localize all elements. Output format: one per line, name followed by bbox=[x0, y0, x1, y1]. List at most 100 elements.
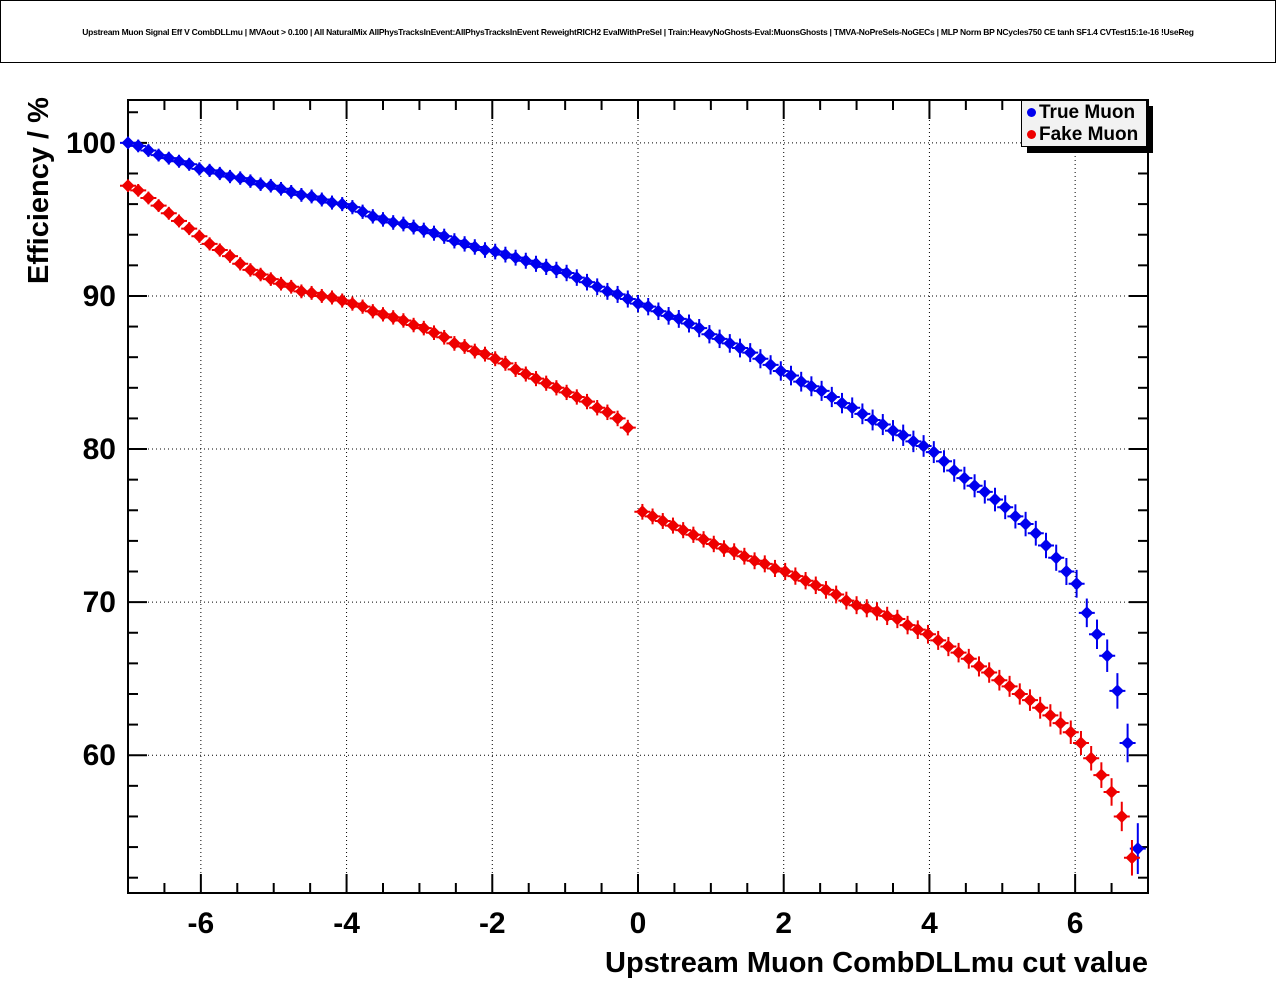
x-tick-label: -4 bbox=[333, 907, 360, 940]
data-point-marker bbox=[560, 266, 574, 280]
data-point-marker bbox=[774, 364, 788, 378]
data-point-marker bbox=[1084, 751, 1098, 765]
data-point-marker bbox=[152, 199, 166, 213]
data-point-marker bbox=[1054, 716, 1068, 730]
data-point-marker bbox=[570, 390, 584, 404]
data-point-marker bbox=[580, 395, 594, 409]
data-point-marker bbox=[182, 222, 196, 236]
data-point-marker bbox=[437, 229, 451, 243]
data-point-marker bbox=[233, 257, 247, 271]
data-point-marker bbox=[713, 332, 727, 346]
data-point-marker bbox=[672, 312, 686, 326]
data-point-marker bbox=[988, 493, 1002, 507]
data-point-marker bbox=[407, 220, 421, 234]
data-point-marker bbox=[254, 177, 268, 191]
data-point-marker bbox=[131, 139, 145, 153]
legend-item-fake-muon: Fake Muon bbox=[1022, 124, 1146, 145]
data-point-marker bbox=[396, 313, 410, 327]
data-point-marker bbox=[396, 217, 410, 231]
data-point-marker bbox=[284, 280, 298, 294]
data-point-marker bbox=[131, 183, 145, 197]
data-point-marker bbox=[941, 640, 955, 654]
data-point-marker bbox=[172, 214, 186, 228]
data-point-marker bbox=[1080, 606, 1094, 620]
data-point-marker bbox=[1090, 627, 1104, 641]
data-point-marker bbox=[478, 347, 492, 361]
data-point-marker bbox=[529, 372, 543, 386]
data-point-marker bbox=[1105, 785, 1119, 799]
data-point-marker bbox=[1043, 708, 1057, 722]
data-point-marker bbox=[284, 185, 298, 199]
data-point-marker bbox=[1013, 687, 1027, 701]
data-point-marker bbox=[927, 445, 941, 459]
data-point-marker bbox=[825, 390, 839, 404]
x-tick-label: -2 bbox=[479, 907, 506, 940]
data-point-marker bbox=[876, 418, 890, 432]
data-point-marker bbox=[162, 206, 176, 220]
data-point-marker bbox=[162, 151, 176, 165]
data-point-marker bbox=[702, 327, 716, 341]
data-point-marker bbox=[478, 243, 492, 257]
data-point-marker bbox=[1094, 768, 1108, 782]
data-point-marker bbox=[386, 215, 400, 229]
data-point-marker bbox=[488, 245, 502, 259]
data-point-marker bbox=[468, 240, 482, 254]
data-point-marker bbox=[549, 263, 563, 277]
data-point-marker bbox=[957, 471, 971, 485]
data-point-marker bbox=[498, 248, 512, 262]
data-point-marker bbox=[488, 352, 502, 366]
data-point-marker bbox=[646, 509, 660, 523]
data-point-marker bbox=[243, 174, 257, 188]
legend-label-fake-muon: Fake Muon bbox=[1039, 123, 1139, 145]
data-point-marker bbox=[1003, 679, 1017, 693]
data-point-marker bbox=[376, 212, 390, 226]
data-point-marker bbox=[1070, 577, 1084, 591]
x-tick-label: 2 bbox=[775, 907, 792, 940]
data-point-marker bbox=[764, 358, 778, 372]
y-tick-label: 60 bbox=[83, 739, 116, 772]
data-point-marker bbox=[1023, 693, 1037, 707]
data-point-marker bbox=[345, 200, 359, 214]
data-point-marker bbox=[998, 500, 1012, 514]
fake-muon-marker-icon bbox=[1027, 129, 1036, 139]
data-point-marker bbox=[947, 463, 961, 477]
data-point-marker bbox=[921, 627, 935, 641]
data-point-marker bbox=[1008, 509, 1022, 523]
data-point-marker bbox=[560, 385, 574, 399]
data-point-marker bbox=[952, 646, 966, 660]
data-point-marker bbox=[570, 271, 584, 285]
data-point-marker bbox=[621, 292, 635, 306]
data-point-marker bbox=[447, 336, 461, 350]
data-point-marker bbox=[498, 356, 512, 370]
plot-title: Upstream Muon Signal Eff V CombDLLmu | M… bbox=[82, 26, 1194, 37]
data-point-marker bbox=[254, 268, 268, 282]
data-point-marker bbox=[529, 257, 543, 271]
data-point-marker bbox=[203, 237, 217, 251]
data-point-marker bbox=[839, 594, 853, 608]
data-point-marker bbox=[427, 226, 441, 240]
data-point-marker bbox=[758, 557, 772, 571]
data-point-marker bbox=[723, 336, 737, 350]
data-point-marker bbox=[192, 162, 206, 176]
data-point-marker bbox=[203, 163, 217, 177]
data-point-marker bbox=[223, 249, 237, 263]
data-point-marker bbox=[519, 254, 533, 268]
data-point-marker bbox=[458, 237, 472, 251]
data-point-marker bbox=[376, 307, 390, 321]
data-point-marker bbox=[437, 330, 451, 344]
data-point-marker bbox=[788, 569, 802, 583]
data-point-marker bbox=[294, 188, 308, 202]
data-point-marker bbox=[676, 523, 690, 537]
data-point-marker bbox=[172, 154, 186, 168]
data-point-marker bbox=[580, 275, 594, 289]
data-point-marker bbox=[1039, 538, 1053, 552]
data-point-marker bbox=[243, 263, 257, 277]
data-point-marker bbox=[917, 439, 931, 453]
data-point-marker bbox=[315, 289, 329, 303]
data-point-marker bbox=[686, 528, 700, 542]
data-point-marker bbox=[855, 407, 869, 421]
data-point-marker bbox=[1110, 684, 1124, 698]
data-point-marker bbox=[141, 191, 155, 205]
y-tick-label: 90 bbox=[83, 280, 116, 313]
